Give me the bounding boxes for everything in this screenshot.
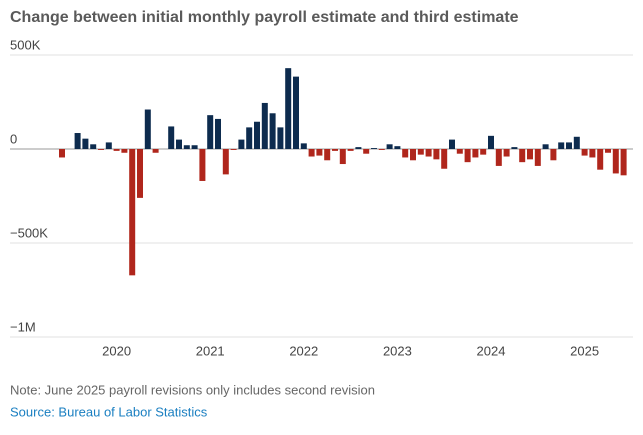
bar <box>183 145 190 149</box>
note: Note: June 2025 payroll revisions only i… <box>10 382 375 397</box>
bar <box>316 149 323 156</box>
bar <box>238 139 245 149</box>
bar <box>581 149 588 156</box>
bar <box>277 127 284 149</box>
bar <box>503 149 510 157</box>
bar <box>534 149 541 166</box>
bar <box>293 76 299 149</box>
bar <box>300 143 307 149</box>
bar <box>488 135 494 149</box>
bar <box>207 115 214 149</box>
bar <box>425 149 432 157</box>
bar <box>113 149 120 151</box>
bar <box>417 149 424 155</box>
x-tick-label: 2025 <box>570 343 599 358</box>
bar <box>441 149 448 169</box>
bar <box>355 147 362 149</box>
bar <box>527 149 533 160</box>
bar <box>246 127 253 149</box>
bar <box>464 149 471 163</box>
bar <box>371 148 377 149</box>
y-tick-label: −1M <box>10 319 36 334</box>
bar <box>98 149 104 150</box>
bar <box>105 142 112 149</box>
bar <box>215 118 221 149</box>
bar <box>90 144 97 149</box>
bar <box>254 121 260 149</box>
bar <box>269 113 276 149</box>
bar <box>612 149 619 174</box>
bar <box>410 149 416 161</box>
bar <box>402 149 409 158</box>
x-tick-label: 2022 <box>289 343 318 358</box>
bar <box>597 149 604 170</box>
bar <box>386 144 393 149</box>
bar <box>230 149 237 150</box>
bar <box>511 147 518 149</box>
bar <box>394 146 401 149</box>
bar <box>495 149 502 166</box>
bar <box>144 109 151 149</box>
y-tick-label: 0 <box>10 131 17 146</box>
bar <box>433 149 440 160</box>
bar <box>339 149 346 165</box>
bar <box>332 149 338 151</box>
x-tick-label: 2023 <box>383 343 412 358</box>
bar <box>59 149 65 158</box>
bar <box>620 149 627 176</box>
bar <box>550 149 557 161</box>
bar <box>74 133 81 149</box>
bar <box>82 138 89 149</box>
bar <box>472 149 479 158</box>
bar <box>129 149 136 276</box>
bar <box>519 149 526 163</box>
y-tick-label: 500K <box>10 37 41 52</box>
bar <box>566 142 572 149</box>
bar <box>347 149 354 151</box>
bar <box>261 102 268 149</box>
x-tick-label: 2024 <box>477 343 506 358</box>
bar <box>121 149 128 153</box>
bar <box>308 149 315 157</box>
bar <box>589 149 596 158</box>
bar <box>191 145 198 149</box>
bar <box>176 139 182 149</box>
bar <box>558 142 565 149</box>
bar <box>363 149 370 154</box>
source-link[interactable]: Source: Bureau of Labor Statistics <box>10 404 208 419</box>
bar <box>456 149 463 154</box>
chart-title: Change between initial monthly payroll e… <box>10 9 519 26</box>
bar <box>605 149 611 153</box>
bar <box>324 149 331 161</box>
bar <box>199 149 206 181</box>
x-tick-label: 2021 <box>196 343 225 358</box>
x-tick-label: 2020 <box>102 343 131 358</box>
bar <box>222 149 229 175</box>
bar <box>285 68 292 149</box>
bar <box>152 149 159 153</box>
bar <box>542 144 549 149</box>
bar <box>573 136 580 149</box>
bar <box>378 149 385 150</box>
bar <box>137 149 143 198</box>
bar <box>168 126 175 149</box>
y-tick-label: −500K <box>10 225 48 240</box>
bar <box>449 139 455 149</box>
bar <box>480 149 487 155</box>
